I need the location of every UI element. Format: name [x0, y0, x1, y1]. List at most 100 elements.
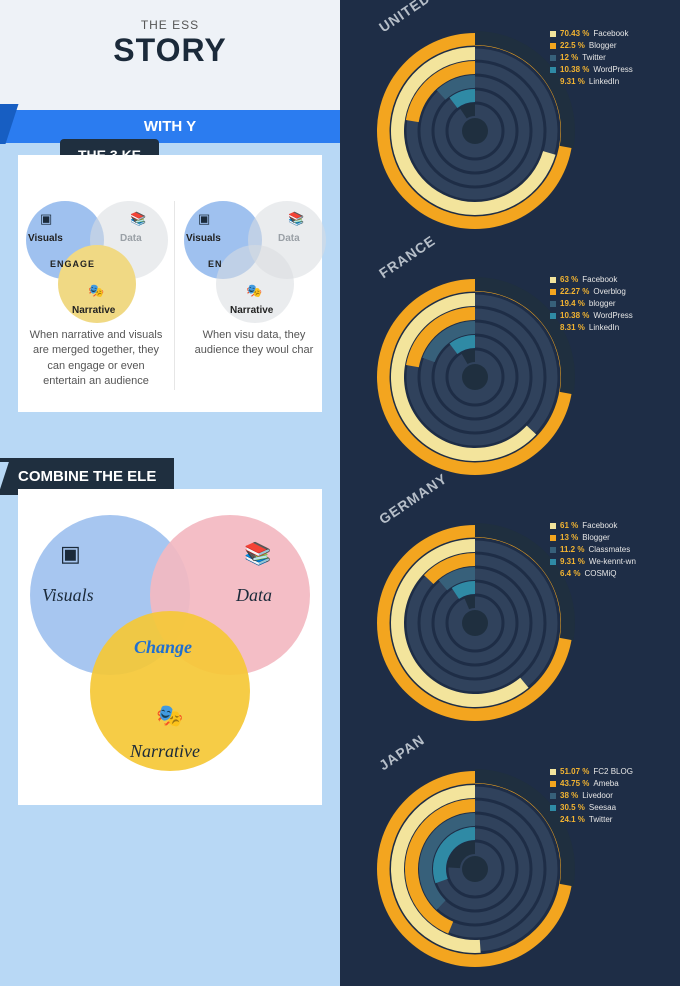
venn-icon: 📚	[288, 211, 304, 227]
legend-row: 19.4 % blogger	[550, 298, 633, 310]
legend-name: Classmates	[588, 544, 630, 556]
legend-pct: 38 %	[560, 790, 578, 802]
legend-swatch	[550, 781, 556, 787]
radial-svg	[370, 272, 580, 482]
legend-pct: 8.31 %	[560, 322, 585, 334]
blue-ribbon-label: WITH Y	[144, 118, 196, 135]
legend-name: Overblog	[593, 286, 625, 298]
legend-name: Twitter	[582, 52, 606, 64]
legend-row: 9.31 % LinkedIn	[550, 76, 633, 88]
legend-swatch	[550, 43, 556, 49]
legend-swatch	[550, 817, 556, 823]
legend-name: Facebook	[582, 274, 617, 286]
legend-swatch	[550, 793, 556, 799]
legend: 70.43 %Facebook22.5 %Blogger12 %Twitter1…	[550, 28, 633, 88]
venn-small: Visuals▣Data📚Narrative🎭ENGAGE	[26, 201, 166, 316]
blue-ribbon: WITH Y	[0, 110, 340, 143]
card-body-text: When narrative and visuals are merged to…	[26, 328, 166, 390]
legend-name: FC2 BLOG	[593, 766, 633, 778]
legend-name: Twitter	[589, 814, 613, 826]
legend-row: 43.75 % Ameba	[550, 778, 633, 790]
legend-pct: 10.38 %	[560, 310, 589, 322]
venn-big: Visuals▣Data📚Narrative🎭Change	[30, 515, 310, 765]
legend-pct: 70.43 %	[560, 28, 589, 40]
legend-swatch	[550, 523, 556, 529]
legend-row: 24.1 % Twitter	[550, 814, 633, 826]
legend-swatch	[550, 277, 556, 283]
venn-icon: 🎭	[246, 283, 262, 299]
legend-row: 70.43 %Facebook	[550, 28, 633, 40]
venn-big-panel: Visuals▣Data📚Narrative🎭Change	[18, 489, 322, 805]
combine-label: COMBINE THE ELE	[18, 468, 156, 485]
legend-swatch	[550, 55, 556, 61]
venn-big-label: Data	[236, 585, 272, 606]
title-block: THE ESS STORY	[0, 0, 340, 110]
legend-name: We-kennt-wn	[589, 556, 636, 568]
legend-swatch	[550, 805, 556, 811]
legend-pct: 43.75 %	[560, 778, 589, 790]
legend-row: 11.2 % Classmates	[550, 544, 636, 556]
legend-swatch	[550, 313, 556, 319]
main-title: STORY	[0, 32, 340, 69]
venn-icon: 📚	[130, 211, 146, 227]
venn-big-label: Narrative	[130, 741, 200, 762]
legend-name: Ameba	[593, 778, 618, 790]
legend-swatch	[550, 289, 556, 295]
legend: 51.07 %FC2 BLOG43.75 % Ameba38 %Livedoor3…	[550, 766, 633, 826]
venn-circle-label: Narrative	[230, 305, 273, 316]
venn-small: Visuals ▣ Data 📚 Narrative 🎭 EN	[184, 201, 324, 316]
venn-big-center-label: Change	[134, 637, 192, 658]
left-infographic-panel: THE ESS STORY WITH Y THE 3 KE Visuals▣Da…	[0, 0, 340, 986]
venn-overlap-label: EN	[208, 259, 223, 269]
radial-chart: FRANCE63 %Facebook22.27 %Overblog19.4 %b…	[350, 246, 670, 492]
legend-row: 63 % Facebook	[550, 274, 633, 286]
legend-row: 51.07 %FC2 BLOG	[550, 766, 633, 778]
legend-row: 6.4 %COSMiQ	[550, 568, 636, 580]
legend-name: Blogger	[582, 532, 610, 544]
legend-row: 38 %Livedoor	[550, 790, 633, 802]
legend: 61 %Facebook13 % Blogger11.2 % Classmates9…	[550, 520, 636, 580]
venn-circle-label: Data	[278, 233, 300, 244]
legend-pct: 61 %	[560, 520, 578, 532]
venn-icon: ▣	[40, 211, 52, 227]
legend-name: LinkedIn	[589, 322, 619, 334]
venn-circle-label: Visuals	[186, 233, 221, 244]
legend-row: 22.5 %Blogger	[550, 40, 633, 52]
combine-ribbon-tail	[0, 462, 9, 492]
legend-name: LinkedIn	[589, 76, 619, 88]
venn-icon: ▣	[198, 211, 210, 227]
legend: 63 % Facebook22.27 % Overblog 19.4 % blogger…	[550, 274, 633, 334]
venn-card: Visuals▣Data📚Narrative🎭ENWhen visu data,…	[176, 201, 332, 390]
venn-overlap-label: ENGAGE	[50, 259, 95, 269]
radial-chart: JAPAN51.07 %FC2 BLOG43.75 %Ameba38 %Live…	[350, 738, 670, 984]
legend-pct: 22.27 %	[560, 286, 589, 298]
legend-row: 12 %Twitter	[550, 52, 633, 64]
legend-name: blogger	[589, 298, 616, 310]
legend-row: 13 % Blogger	[550, 532, 636, 544]
legend-row: 9.31 %We-kennt-wn	[550, 556, 636, 568]
venn-big-label: Visuals	[42, 585, 94, 606]
legend-pct: 13 %	[560, 532, 578, 544]
legend-row: 61 %Facebook	[550, 520, 636, 532]
legend-row: 30.5 %Seesaa	[550, 802, 633, 814]
radial-chart: GERMANY61 %Facebook13 %Blogger11.2 %Clas…	[350, 492, 670, 738]
legend-swatch	[550, 67, 556, 73]
legend-pct: 19.4 %	[560, 298, 585, 310]
legend-pct: 9.31 %	[560, 76, 585, 88]
legend-row: 10.38 %WordPress	[550, 64, 633, 76]
legend-swatch	[550, 559, 556, 565]
legend-pct: 24.1 %	[560, 814, 585, 826]
radial-chart: UNITED KINGDOM70.43 %Facebook22.5 %Blogg…	[350, 0, 670, 246]
legend-pct: 63 %	[560, 274, 578, 286]
venn-circle-label: Visuals	[28, 233, 63, 244]
legend-pct: 22.5 %	[560, 40, 585, 52]
legend-swatch	[550, 547, 556, 553]
venn-circle-label: Narrative	[72, 305, 115, 316]
kicker-text: THE ESS	[0, 18, 340, 32]
legend-swatch	[550, 325, 556, 331]
legend-pct: 11.2 %	[560, 544, 584, 556]
right-radial-panel: UNITED KINGDOM70.43 %Facebook22.5 %Blogg…	[340, 0, 680, 986]
legend-swatch	[550, 769, 556, 775]
venn-big-icon: 🎭	[156, 703, 183, 729]
venn-cards-row: Visuals ▣ Data 📚 Narrative 🎭 ENGAGE When narrat…	[18, 155, 322, 412]
